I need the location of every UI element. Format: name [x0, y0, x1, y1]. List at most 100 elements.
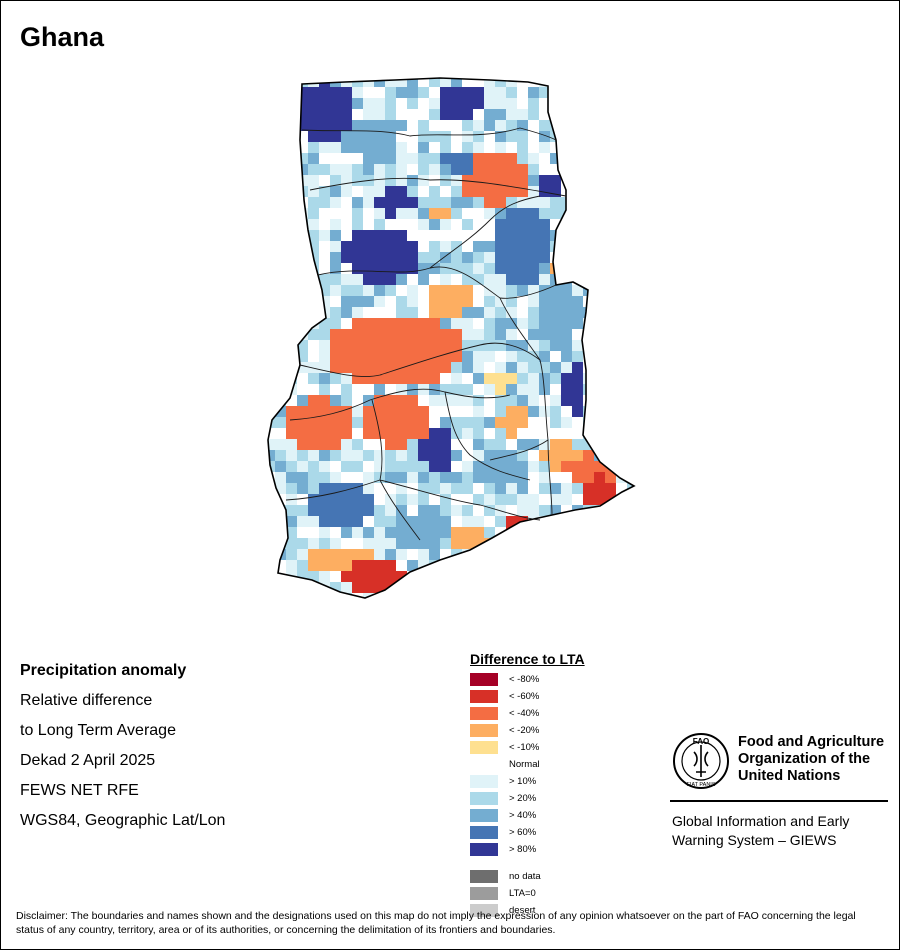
raster-cell [341, 329, 352, 340]
raster-cell [418, 505, 429, 516]
raster-cell [363, 329, 374, 340]
raster-cell [539, 197, 550, 208]
raster-cell [308, 472, 319, 483]
raster-cell [308, 406, 319, 417]
raster-cell [462, 87, 473, 98]
raster-cell [374, 208, 385, 219]
raster-cell [517, 384, 528, 395]
raster-cell [268, 439, 275, 450]
raster-cell [341, 571, 352, 582]
raster-cell [268, 78, 275, 87]
raster-cell [605, 208, 616, 219]
raster-cell [286, 208, 297, 219]
raster-cell [539, 373, 550, 384]
raster-cell [341, 373, 352, 384]
raster-cell [374, 329, 385, 340]
raster-cell [374, 450, 385, 461]
raster-cell [506, 120, 517, 131]
raster-cell [418, 241, 429, 252]
raster-cell [396, 593, 407, 598]
raster-cell [517, 538, 528, 549]
raster-cell [418, 373, 429, 384]
raster-cell [605, 483, 616, 494]
raster-cell [429, 285, 440, 296]
raster-cell [275, 197, 286, 208]
raster-cell [583, 384, 594, 395]
raster-cell [594, 230, 605, 241]
raster-cell [418, 461, 429, 472]
raster-cell [268, 197, 275, 208]
raster-cell [484, 439, 495, 450]
legend-label: > 60% [509, 827, 537, 838]
raster-cell [440, 582, 451, 593]
raster-cell [495, 571, 506, 582]
raster-cell [363, 230, 374, 241]
raster-cell [319, 329, 330, 340]
raster-cell [539, 164, 550, 175]
raster-cell [396, 285, 407, 296]
raster-cell [583, 527, 594, 538]
raster-cell [506, 307, 517, 318]
raster-cell [286, 109, 297, 120]
raster-cell [268, 340, 275, 351]
raster-cell [616, 285, 627, 296]
raster-cell [583, 450, 594, 461]
raster-cell [583, 120, 594, 131]
raster-cell [341, 417, 352, 428]
raster-cell [517, 219, 528, 230]
raster-cell [440, 153, 451, 164]
raster-cell [268, 274, 275, 285]
raster-cell [341, 362, 352, 373]
raster-cell [517, 263, 528, 274]
raster-cell [275, 439, 286, 450]
raster-cell [319, 593, 330, 598]
raster-cell [506, 560, 517, 571]
raster-cell [308, 417, 319, 428]
raster-cell [550, 186, 561, 197]
raster-cell [440, 252, 451, 263]
raster-cell [583, 252, 594, 263]
raster-cell [451, 395, 462, 406]
raster-cell [495, 142, 506, 153]
raster-cell [319, 274, 330, 285]
raster-cell [418, 351, 429, 362]
raster-cell [506, 450, 517, 461]
raster-cell [330, 560, 341, 571]
raster-cell [495, 296, 506, 307]
raster-cell [396, 252, 407, 263]
raster-cell [616, 582, 627, 593]
raster-cell [473, 78, 484, 87]
raster-cell [429, 582, 440, 593]
raster-cell [594, 472, 605, 483]
raster-cell [286, 318, 297, 329]
raster-cell [594, 395, 605, 406]
raster-cell [429, 109, 440, 120]
raster-cell [429, 527, 440, 538]
raster-cell [363, 252, 374, 263]
raster-cell [627, 395, 634, 406]
raster-cell [319, 197, 330, 208]
raster-cell [363, 219, 374, 230]
raster-cell [484, 516, 495, 527]
raster-cell [605, 560, 616, 571]
raster-cell [473, 318, 484, 329]
raster-cell [407, 230, 418, 241]
raster-cell [627, 362, 634, 373]
raster-cell [517, 351, 528, 362]
raster-cell [506, 219, 517, 230]
raster-cell [286, 582, 297, 593]
raster-cell [473, 483, 484, 494]
raster-cell [385, 285, 396, 296]
raster-cell [627, 274, 634, 285]
raster-cell [473, 175, 484, 186]
raster-cell [286, 329, 297, 340]
raster-cell [583, 571, 594, 582]
raster-cell [374, 109, 385, 120]
raster-cell [616, 120, 627, 131]
raster-cell [297, 406, 308, 417]
raster-cell [429, 98, 440, 109]
raster-cell [616, 153, 627, 164]
raster-cell [275, 153, 286, 164]
raster-cell [561, 340, 572, 351]
raster-cell [583, 373, 594, 384]
